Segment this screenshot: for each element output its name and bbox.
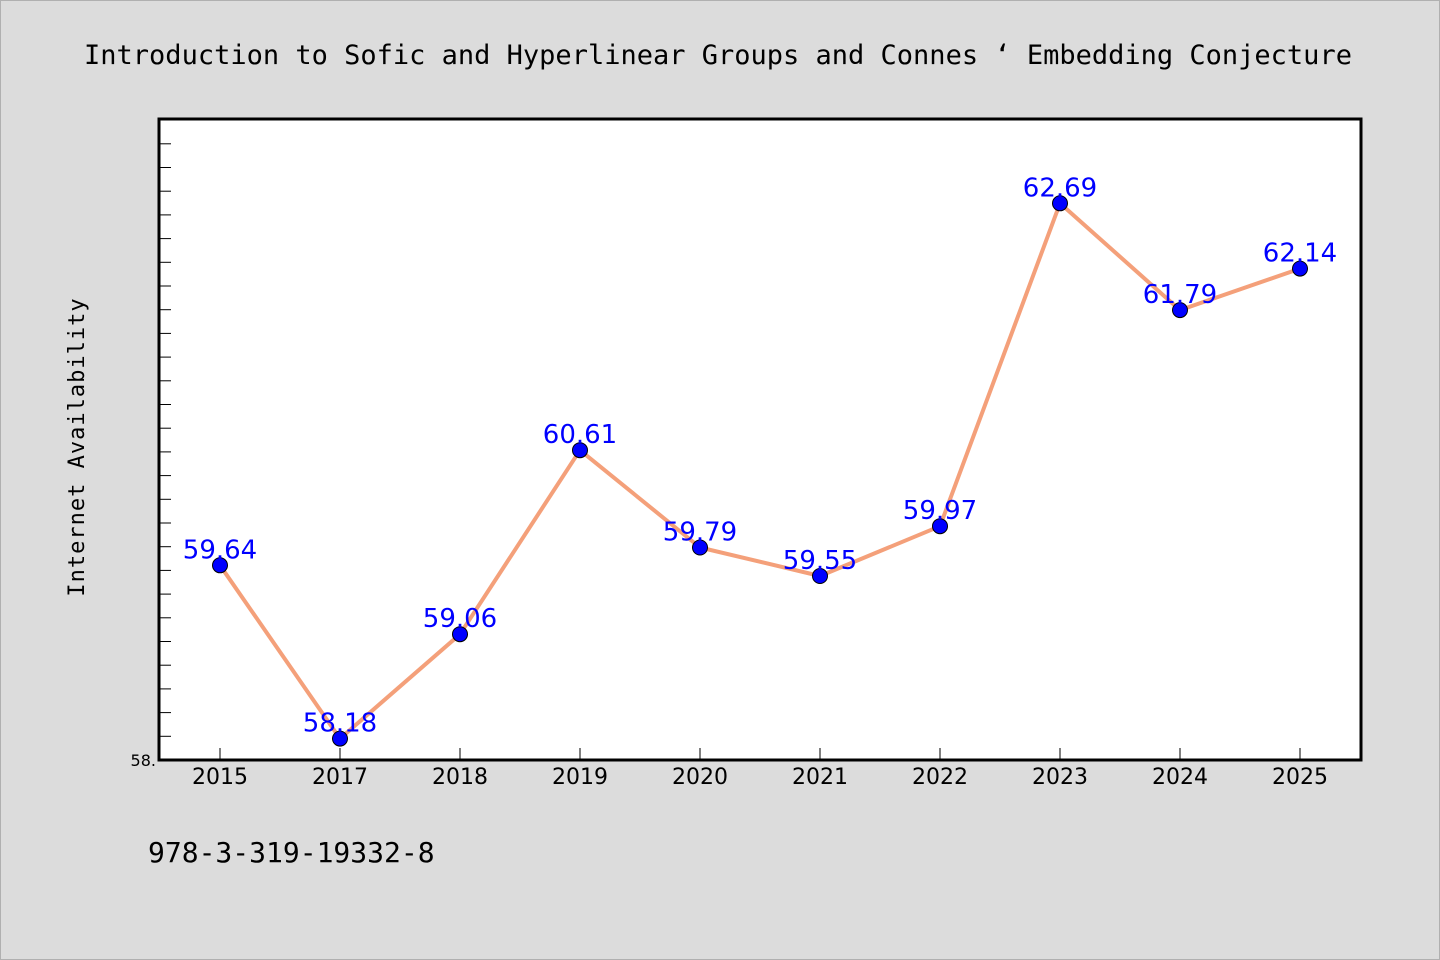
x-tick-label: 2017: [312, 765, 368, 790]
data-label: 60.61: [543, 420, 617, 450]
plot-area: [157, 117, 1363, 762]
y-axis-label: Internet Availability: [65, 297, 90, 596]
data-point: [572, 442, 588, 459]
data-point: [1172, 302, 1188, 319]
data-label: 59.64: [183, 535, 257, 565]
chart-title: Introduction to Sofic and Hyperlinear Gr…: [84, 40, 1352, 71]
data-label: 62.69: [1023, 173, 1097, 203]
data-label: 62.14: [1263, 239, 1337, 269]
x-tick-label: 2022: [912, 765, 968, 790]
data-point: [332, 730, 348, 747]
data-point: [932, 518, 948, 535]
data-label: 59.97: [903, 496, 977, 526]
data-label: 59.55: [783, 546, 857, 576]
y-axis-ticks: [159, 143, 171, 761]
data-point: [1052, 195, 1068, 212]
data-label: 59.06: [423, 604, 497, 634]
data-point: [692, 539, 708, 556]
series-markers: [212, 195, 1308, 747]
x-tick-label: 2019: [552, 765, 608, 790]
data-label: 59.79: [663, 518, 737, 548]
x-tick-label: 2015: [192, 765, 248, 790]
data-label: 58.18: [303, 709, 377, 739]
x-tick-label: 2025: [1272, 765, 1328, 790]
data-point: [452, 626, 468, 643]
data-labels: 59.64 58.18 59.06 60.61 59.79 59.55 59.97 62.69…: [183, 173, 1337, 738]
x-tick-label: 2018: [432, 765, 488, 790]
x-tick-label: 2024: [1152, 765, 1208, 790]
isbn-note: 978-3-319-19332-8: [148, 836, 435, 869]
data-point: [812, 568, 828, 584]
data-point: [212, 557, 228, 574]
x-tick-label: 2023: [1032, 765, 1088, 790]
x-tick-label: 2021: [792, 765, 848, 790]
data-label: 61.79: [1143, 280, 1217, 310]
x-axis-tick-labels: 2015 2017 2018 2019 2020 2021 2022 2023 2024 2025: [192, 765, 1328, 790]
data-point: [1292, 260, 1308, 277]
series-line: [218, 201, 1302, 741]
y-tick-label: 58.: [131, 751, 156, 770]
x-tick-label: 2020: [672, 765, 728, 790]
x-axis-ticks: [219, 748, 1301, 760]
